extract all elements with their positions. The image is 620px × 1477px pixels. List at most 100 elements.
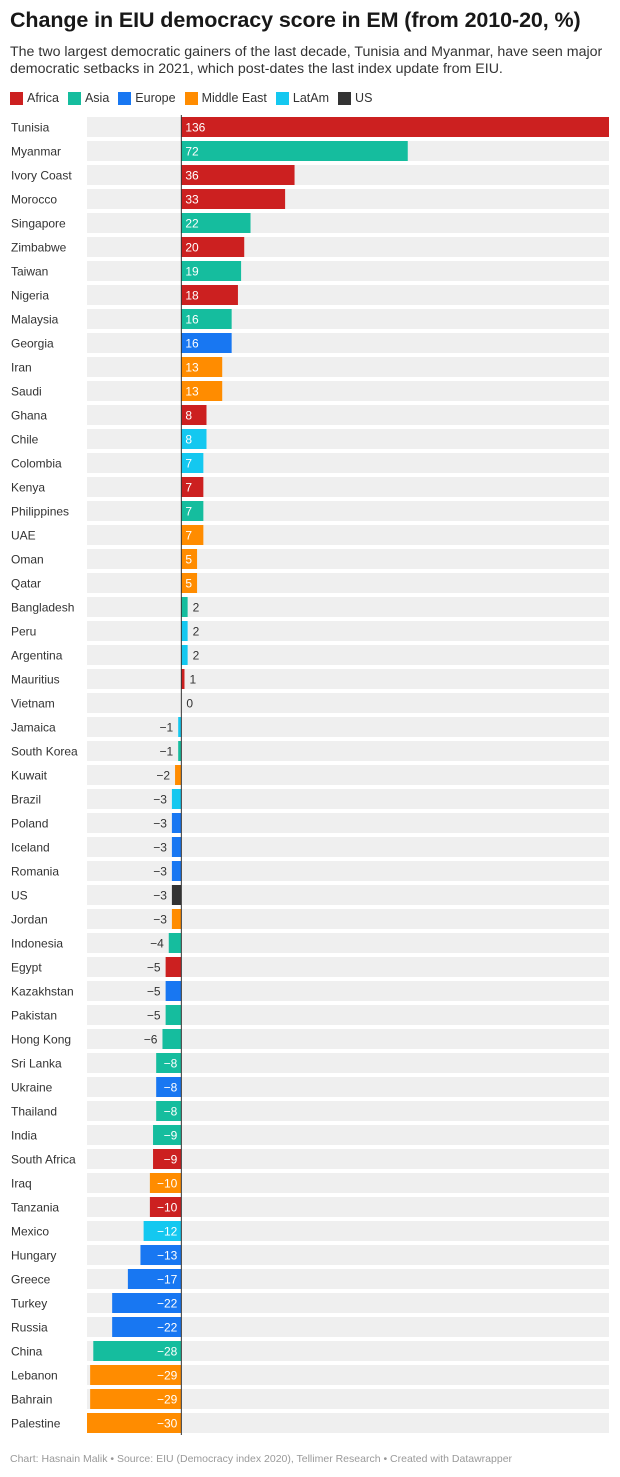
row-background-turkey xyxy=(87,1293,609,1313)
category-label-palestine: Palestine xyxy=(11,1417,61,1431)
data-label-hong-kong: −6 xyxy=(144,1033,158,1047)
bar-morocco xyxy=(181,189,286,209)
row-background-kazakhstan xyxy=(87,981,609,1001)
data-label-ivory-coast: 36 xyxy=(185,169,199,183)
bar-mauritius xyxy=(181,669,185,689)
bar-turkey xyxy=(112,1293,182,1313)
row-background-south-africa xyxy=(87,1149,609,1169)
bar-egypt xyxy=(165,957,182,977)
legend-label-africa: Africa xyxy=(27,91,59,105)
row-background-mexico xyxy=(87,1221,609,1241)
bar-ukraine xyxy=(156,1077,182,1097)
category-label-uae: UAE xyxy=(11,529,36,543)
category-label-tunisia: Tunisia xyxy=(11,121,50,135)
data-label-jordan: −3 xyxy=(153,913,167,927)
data-label-south-africa: −9 xyxy=(164,1153,178,1167)
row-background-iran xyxy=(87,357,609,377)
bar-jordan xyxy=(171,909,182,929)
data-label-tanzania: −10 xyxy=(157,1201,178,1215)
bar-kenya xyxy=(181,477,204,497)
data-label-south-korea: −1 xyxy=(160,745,174,759)
data-label-morocco: 33 xyxy=(185,193,199,207)
row-background-iraq xyxy=(87,1173,609,1193)
legend-label-us: US xyxy=(355,91,373,105)
data-label-jamaica: −1 xyxy=(160,721,174,735)
data-label-iceland: −3 xyxy=(153,841,167,855)
category-label-saudi: Saudi xyxy=(11,385,42,399)
category-label-argentina: Argentina xyxy=(11,649,63,663)
data-label-hungary: −13 xyxy=(157,1249,178,1263)
bar-jamaica xyxy=(178,717,182,737)
legend-label-latam: LatAm xyxy=(292,91,330,105)
bar-india xyxy=(153,1125,182,1145)
data-label-singapore: 22 xyxy=(185,217,199,231)
row-background-russia xyxy=(87,1317,609,1337)
data-label-saudi: 13 xyxy=(185,385,199,399)
category-label-sri-lanka: Sri Lanka xyxy=(11,1057,62,1071)
category-label-malaysia: Malaysia xyxy=(11,313,59,327)
category-label-egypt: Egypt xyxy=(11,961,42,975)
legend-label-middle-east: Middle East xyxy=(201,91,267,105)
category-label-zimbabwe: Zimbabwe xyxy=(11,241,67,255)
category-label-bahrain: Bahrain xyxy=(11,1393,52,1407)
legend-label-europe: Europe xyxy=(135,91,176,105)
row-background-vietnam xyxy=(87,693,609,713)
data-label-russia: −22 xyxy=(157,1321,178,1335)
legend-label-asia: Asia xyxy=(84,91,110,105)
category-label-georgia: Georgia xyxy=(11,337,54,351)
bar-romania xyxy=(171,861,182,881)
row-background-brazil xyxy=(87,789,609,809)
category-label-ghana: Ghana xyxy=(11,409,47,423)
row-background-kuwait xyxy=(87,765,609,785)
category-label-nigeria: Nigeria xyxy=(11,289,49,303)
row-background-pakistan xyxy=(87,1005,609,1025)
legend-swatch-asia xyxy=(67,91,81,105)
category-label-us: US xyxy=(11,889,28,903)
category-label-mexico: Mexico xyxy=(11,1225,49,1239)
bar-bahrain xyxy=(90,1389,182,1409)
legend-item-us: US xyxy=(338,91,372,105)
bar-poland xyxy=(171,813,182,833)
category-label-greece: Greece xyxy=(11,1273,51,1287)
data-label-ukraine: −8 xyxy=(164,1081,178,1095)
row-background-uae xyxy=(87,525,609,545)
data-label-indonesia: −4 xyxy=(150,937,164,951)
category-label-vietnam: Vietnam xyxy=(11,697,55,711)
row-background-singapore xyxy=(87,213,609,233)
data-label-lebanon: −29 xyxy=(157,1369,178,1383)
data-label-argentina: 2 xyxy=(193,649,200,663)
row-background-jordan xyxy=(87,909,609,929)
chart-footer: Chart: Hasnain Malik • Source: EIU (Demo… xyxy=(10,1453,513,1465)
row-background-zimbabwe xyxy=(87,237,609,257)
data-label-kazakhstan: −5 xyxy=(147,985,161,999)
bar-china xyxy=(93,1341,182,1361)
data-label-thailand: −8 xyxy=(164,1105,178,1119)
row-background-chile xyxy=(87,429,609,449)
bar-brazil xyxy=(171,789,182,809)
data-label-bahrain: −29 xyxy=(157,1393,178,1407)
data-label-mexico: −12 xyxy=(157,1225,178,1239)
category-label-bangladesh: Bangladesh xyxy=(11,601,74,615)
category-label-taiwan: Taiwan xyxy=(11,265,48,279)
row-background-ivory-coast xyxy=(87,165,609,185)
category-label-kenya: Kenya xyxy=(11,481,45,495)
category-label-hungary: Hungary xyxy=(11,1249,56,1263)
row-background-oman xyxy=(87,549,609,569)
bar-south-africa xyxy=(153,1149,182,1169)
bar-indonesia xyxy=(168,933,182,953)
bar-uae xyxy=(181,525,204,545)
bar-russia xyxy=(112,1317,182,1337)
data-label-oman: 5 xyxy=(185,553,192,567)
data-label-georgia: 16 xyxy=(185,337,199,351)
bar-myanmar xyxy=(181,141,408,161)
bar-tunisia xyxy=(181,117,610,137)
bar-iran xyxy=(181,357,223,377)
category-label-peru: Peru xyxy=(11,625,36,639)
row-background-poland xyxy=(87,813,609,833)
bar-hungary xyxy=(140,1245,182,1265)
category-label-turkey: Turkey xyxy=(11,1297,47,1311)
row-background-china xyxy=(87,1341,609,1361)
data-label-malaysia: 16 xyxy=(185,313,199,327)
bar-zimbabwe xyxy=(181,237,245,257)
category-label-oman: Oman xyxy=(11,553,44,567)
